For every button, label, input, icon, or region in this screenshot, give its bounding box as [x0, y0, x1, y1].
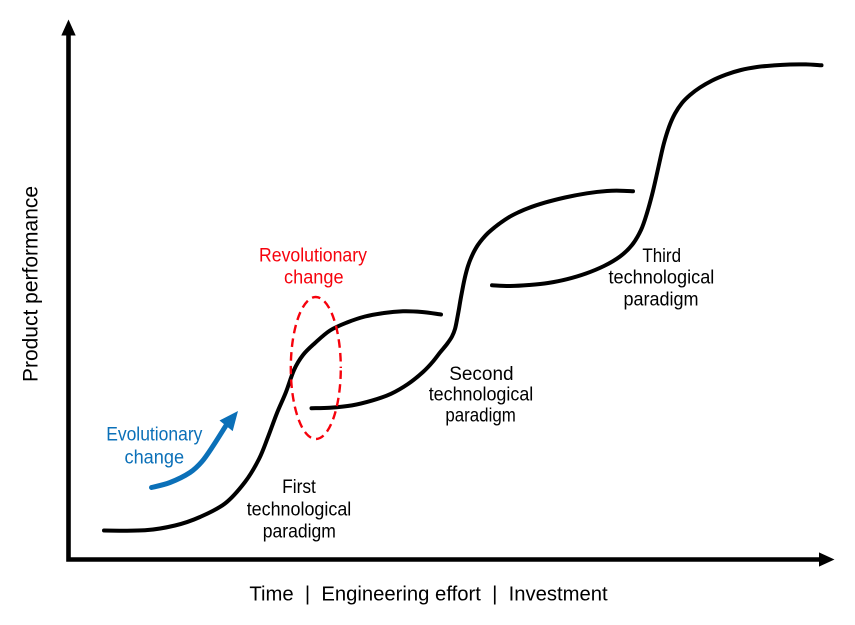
svg-text:Third: Third [642, 246, 681, 267]
svg-text:paradigm: paradigm [623, 290, 698, 311]
svg-text:technological: technological [608, 268, 714, 289]
svg-text:technological: technological [247, 499, 352, 520]
svg-text:paradigm: paradigm [263, 522, 336, 543]
svg-text:paradigm: paradigm [445, 406, 515, 427]
svg-text:Time | Engineering effort |: Time | Engineering effort | Investment [249, 584, 608, 606]
svg-text:Second: Second [449, 364, 513, 385]
svg-text:First: First [282, 477, 316, 498]
svg-text:change: change [284, 268, 344, 289]
svg-text:Revolutionary: Revolutionary [259, 245, 367, 266]
svg-text:Evolutionary: Evolutionary [106, 424, 203, 445]
svg-text:change: change [125, 447, 185, 468]
svg-text:Product performance: Product performance [20, 186, 43, 382]
svg-text:technological: technological [429, 385, 534, 406]
